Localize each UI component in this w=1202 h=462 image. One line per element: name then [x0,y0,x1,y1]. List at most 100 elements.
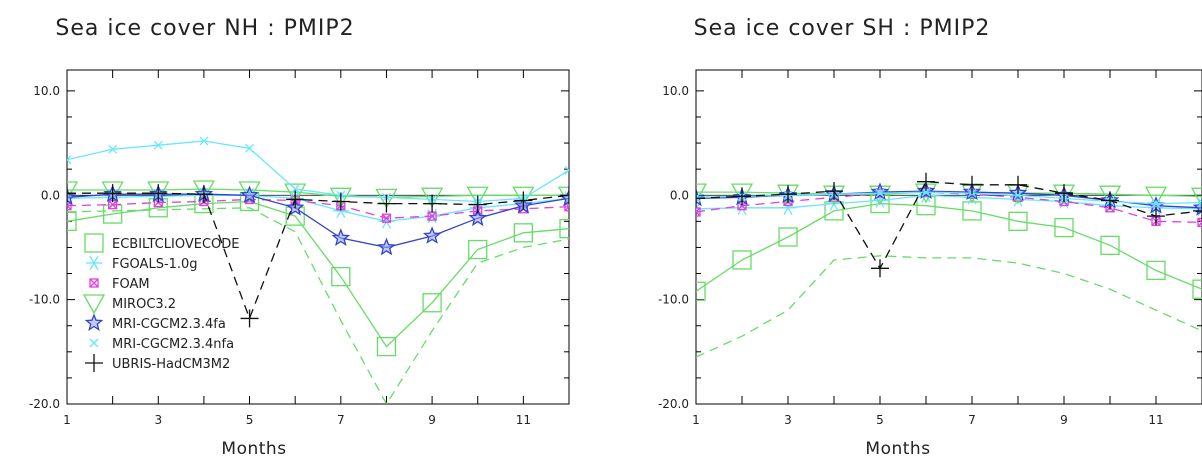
data-point [331,267,351,287]
series-line-mri-cgcm2-3-4nfa [67,140,569,203]
data-point [153,140,163,150]
data-point [331,192,350,211]
legend-marker [84,313,104,331]
data-point [1193,201,1202,220]
series-group-sh [696,172,1202,358]
data-point [286,190,305,209]
data-point [468,195,487,214]
data-point [422,293,442,313]
x-tick-label: 7 [337,413,345,427]
y-tick-label: 0.0 [41,188,60,202]
data-point [1054,217,1074,238]
x-tick-label: 1 [692,413,700,427]
series-line-mri-cgcm2-3-4nfa [696,191,1202,205]
legend-marker [82,294,106,315]
data-point [1190,187,1202,208]
x-tick-label: 5 [246,413,254,427]
legend-item: MRI-CGCM2.3.4nfa [89,337,234,352]
series-group-nh [67,136,569,404]
x-axis-label-nh: Months [221,439,286,459]
legend-marker [85,354,103,372]
y-tick-label: -20.0 [29,397,60,411]
data-point [732,250,752,270]
x-tick-label: 9 [428,413,436,427]
data-point [779,185,797,204]
data-point [1013,190,1023,200]
data-point [375,188,398,209]
x-tick-label: 5 [876,413,884,427]
data-point [513,223,534,243]
x-tick-label: 9 [1060,413,1068,427]
legend-label: FOAM [112,277,150,292]
data-point [290,184,300,194]
legend-marker [86,255,102,271]
data-point [331,228,351,246]
data-point [377,237,396,256]
data-point [696,183,708,204]
data-point [149,184,168,203]
series-line-dashed-green [67,207,569,404]
x-tick-label: 1 [63,413,71,427]
legend-item: MRI-CGCM2.3.4fa [84,313,226,332]
series-line-ecbiltcliovecode [67,200,569,348]
data-point [1147,207,1165,226]
data-point [245,143,255,153]
data-point [696,192,701,202]
legend-item: FOAM [89,277,150,292]
data-point [103,184,122,203]
data-point [378,214,395,229]
legend-label: UBRIS-HadCM3M2 [112,357,230,372]
data-point [1151,199,1161,209]
data-point [240,309,259,328]
series-line-fgoals-1-0g [67,194,569,222]
data-point [559,218,569,239]
data-point [870,182,890,201]
data-point [1100,235,1120,256]
data-point [67,155,72,165]
data-point [381,213,392,223]
legend-label: FGOALS-1.0g [112,257,198,272]
series-line-dashed-green [696,255,1202,358]
chart-title-sh: Sea ice cover SH : PMIP2 [694,16,991,41]
data-point [329,187,352,208]
plot-area-nh: 1 3 5 7 9 11 10.0 0.0 -10.0 -20.0 ECBILTCLIOVECODE… [29,69,570,427]
data-point [377,194,396,213]
data-point [422,226,442,244]
series-line-foam [67,198,569,219]
data-point [696,281,706,301]
legend-item: ECBILTCLIOVECODE [84,233,239,253]
data-point [468,208,487,227]
data-point [67,187,77,206]
data-point [696,189,705,208]
legend-marker [89,338,99,348]
series-line-ecbiltcliovecode [696,202,1202,292]
data-point [917,172,935,191]
data-point [466,186,489,207]
data-point [560,186,569,205]
plot-area-sh: 1 3 5 7 9 11 10.0 0.0 -10.0 -20.0 [658,69,1202,427]
y-tick-label: -10.0 [29,293,60,307]
data-point [240,185,259,204]
data-point [921,187,931,197]
y-tick-label: -20.0 [658,397,689,411]
data-point [1098,185,1122,206]
legend-label: MIROC3.2 [112,297,176,312]
data-point [199,136,209,146]
data-point [696,207,701,217]
legend-label: MRI-CGCM2.3.4fa [112,317,226,332]
data-point [780,200,796,216]
data-point [825,182,843,201]
series-line-foam [696,191,1202,224]
legend-marker [89,278,99,288]
data-point [423,194,442,213]
y-tick-label: -10.0 [658,293,689,307]
x-tick-label: 3 [154,413,162,427]
data-point [1197,198,1202,208]
data-point [778,227,798,247]
data-point [67,181,79,202]
data-point [871,259,889,278]
legend-label: MRI-CGCM2.3.4nfa [112,337,234,352]
series-line-miroc3-2 [67,188,569,198]
data-point [67,184,76,203]
legend-marker [84,233,104,253]
